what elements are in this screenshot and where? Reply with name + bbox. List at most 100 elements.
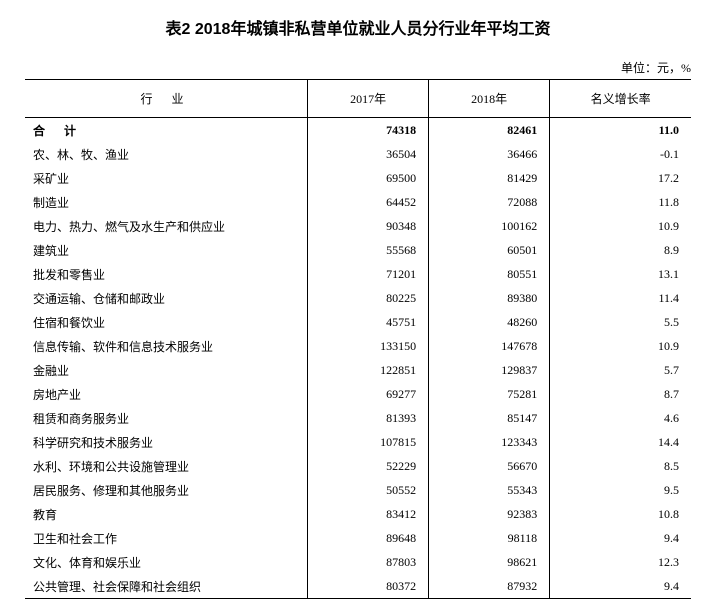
row-growth: 11.8 [550,190,691,214]
row-label: 交通运输、仓储和邮政业 [25,286,308,310]
row-2017: 55568 [308,238,429,262]
row-label: 信息传输、软件和信息技术服务业 [25,334,308,358]
row-growth: 5.5 [550,310,691,334]
row-label: 文化、体育和娱乐业 [25,550,308,574]
table-row: 公共管理、社会保障和社会组织 80372 87932 9.4 [25,574,691,599]
row-label: 居民服务、修理和其他服务业 [25,478,308,502]
row-2017: 52229 [308,454,429,478]
row-2018: 85147 [429,406,550,430]
header-row: 行 业 2017年 2018年 名义增长率 [25,80,691,118]
total-2017: 74318 [308,118,429,143]
row-label: 制造业 [25,190,308,214]
table-row: 文化、体育和娱乐业 87803 98621 12.3 [25,550,691,574]
row-2018: 48260 [429,310,550,334]
row-growth: 10.9 [550,334,691,358]
row-2017: 81393 [308,406,429,430]
row-2018: 75281 [429,382,550,406]
wage-table: 行 业 2017年 2018年 名义增长率 合 计 74318 82461 11… [25,79,691,599]
row-2017: 50552 [308,478,429,502]
row-growth: 8.7 [550,382,691,406]
table-row: 卫生和社会工作 89648 98118 9.4 [25,526,691,550]
row-2017: 107815 [308,430,429,454]
total-2018: 82461 [429,118,550,143]
row-growth: 4.6 [550,406,691,430]
row-2018: 81429 [429,166,550,190]
table-row: 水利、环境和公共设施管理业 52229 56670 8.5 [25,454,691,478]
table-row: 采矿业 69500 81429 17.2 [25,166,691,190]
table-row: 制造业 64452 72088 11.8 [25,190,691,214]
table-row: 科学研究和技术服务业 107815 123343 14.4 [25,430,691,454]
row-growth: -0.1 [550,142,691,166]
total-label: 合 计 [25,118,308,143]
table-row: 房地产业 69277 75281 8.7 [25,382,691,406]
row-2018: 100162 [429,214,550,238]
row-2018: 92383 [429,502,550,526]
row-2018: 98118 [429,526,550,550]
row-2018: 80551 [429,262,550,286]
row-2017: 133150 [308,334,429,358]
unit-label: 单位：元，% [25,59,691,76]
row-label: 建筑业 [25,238,308,262]
row-2017: 45751 [308,310,429,334]
row-2018: 147678 [429,334,550,358]
row-label: 房地产业 [25,382,308,406]
table-title: 表2 2018年城镇非私营单位就业人员分行业年平均工资 [25,15,691,39]
row-growth: 8.5 [550,454,691,478]
row-label: 批发和零售业 [25,262,308,286]
total-growth: 11.0 [550,118,691,143]
header-industry: 行 业 [25,80,308,118]
row-growth: 9.5 [550,478,691,502]
row-label: 金融业 [25,358,308,382]
row-2017: 87803 [308,550,429,574]
row-growth: 5.7 [550,358,691,382]
row-growth: 11.4 [550,286,691,310]
row-growth: 17.2 [550,166,691,190]
row-2017: 69277 [308,382,429,406]
table-row: 电力、热力、燃气及水生产和供应业 90348 100162 10.9 [25,214,691,238]
row-2018: 89380 [429,286,550,310]
row-2018: 36466 [429,142,550,166]
row-2018: 72088 [429,190,550,214]
row-label: 住宿和餐饮业 [25,310,308,334]
total-row: 合 计 74318 82461 11.0 [25,118,691,143]
row-2018: 87932 [429,574,550,599]
table-row: 交通运输、仓储和邮政业 80225 89380 11.4 [25,286,691,310]
row-label: 教育 [25,502,308,526]
row-2017: 71201 [308,262,429,286]
header-growth: 名义增长率 [550,80,691,118]
row-2018: 56670 [429,454,550,478]
row-2017: 89648 [308,526,429,550]
row-label: 农、林、牧、渔业 [25,142,308,166]
row-2017: 122851 [308,358,429,382]
row-label: 电力、热力、燃气及水生产和供应业 [25,214,308,238]
row-2018: 98621 [429,550,550,574]
header-2018: 2018年 [429,80,550,118]
row-2017: 64452 [308,190,429,214]
table-row: 建筑业 55568 60501 8.9 [25,238,691,262]
table-row: 租赁和商务服务业 81393 85147 4.6 [25,406,691,430]
row-2017: 36504 [308,142,429,166]
row-growth: 9.4 [550,526,691,550]
row-2018: 129837 [429,358,550,382]
row-label: 租赁和商务服务业 [25,406,308,430]
row-2017: 69500 [308,166,429,190]
row-2018: 60501 [429,238,550,262]
row-2017: 80225 [308,286,429,310]
row-label: 水利、环境和公共设施管理业 [25,454,308,478]
row-growth: 8.9 [550,238,691,262]
table-row: 住宿和餐饮业 45751 48260 5.5 [25,310,691,334]
row-label: 卫生和社会工作 [25,526,308,550]
row-2018: 55343 [429,478,550,502]
row-growth: 14.4 [550,430,691,454]
row-growth: 12.3 [550,550,691,574]
row-label: 采矿业 [25,166,308,190]
row-2018: 123343 [429,430,550,454]
table-row: 金融业 122851 129837 5.7 [25,358,691,382]
row-growth: 10.8 [550,502,691,526]
table-row: 教育 83412 92383 10.8 [25,502,691,526]
row-growth: 9.4 [550,574,691,599]
row-2017: 80372 [308,574,429,599]
table-row: 农、林、牧、渔业 36504 36466 -0.1 [25,142,691,166]
table-row: 居民服务、修理和其他服务业 50552 55343 9.5 [25,478,691,502]
row-growth: 13.1 [550,262,691,286]
